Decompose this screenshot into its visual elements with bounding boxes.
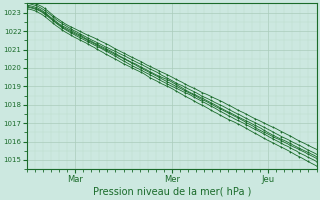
X-axis label: Pression niveau de la mer( hPa ): Pression niveau de la mer( hPa ) — [92, 187, 251, 197]
